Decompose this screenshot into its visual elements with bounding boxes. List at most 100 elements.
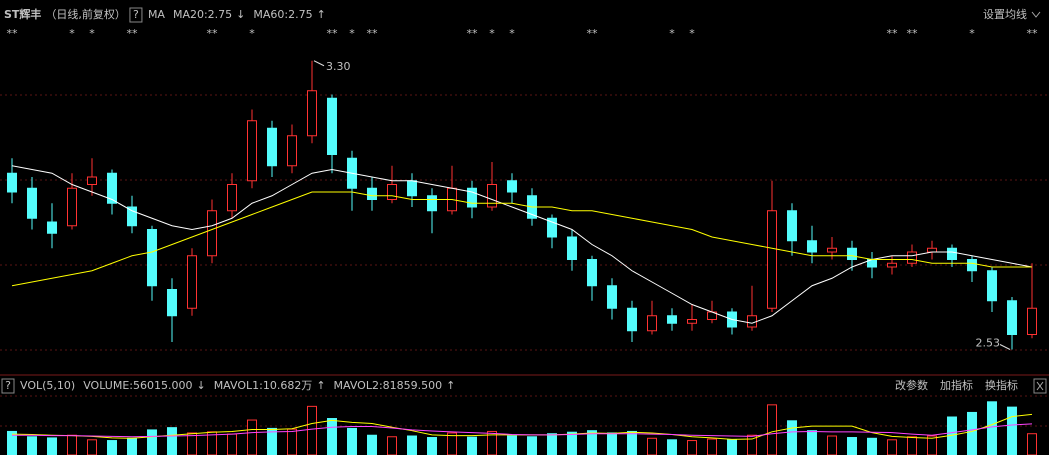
candle-body <box>947 247 957 260</box>
volume-bar <box>867 437 877 455</box>
volume-bar <box>547 433 557 455</box>
help-button[interactable]: ? <box>5 379 11 392</box>
candle-body <box>847 247 857 260</box>
event-flag[interactable]: * <box>969 27 975 40</box>
candle-body <box>667 315 677 324</box>
stock-name: ST辉丰 <box>4 7 41 21</box>
volume-bar <box>567 431 577 455</box>
help-button[interactable]: ? <box>133 8 139 21</box>
candle-body <box>967 259 977 272</box>
legend-trend: ↑ <box>316 379 325 392</box>
volume-bar <box>187 432 197 455</box>
volume-bar <box>707 438 717 455</box>
indicator-button[interactable]: 改参数 <box>895 378 928 392</box>
candle-body <box>807 240 817 253</box>
legend-entry: MA20:2.75 <box>173 8 232 21</box>
volume-bar <box>7 430 17 455</box>
legend-trend: ↓ <box>196 379 205 392</box>
candle-body <box>627 307 637 332</box>
candle-body <box>567 236 577 260</box>
close-icon[interactable] <box>1036 381 1044 391</box>
high-annotation: 3.30 <box>326 60 351 73</box>
help-box[interactable] <box>1 378 15 394</box>
event-flag[interactable]: ** <box>127 27 139 40</box>
volume-bar <box>967 411 977 455</box>
help-box[interactable] <box>129 7 143 23</box>
event-flag[interactable]: ** <box>907 27 919 40</box>
candle-body <box>767 210 777 309</box>
candle-body <box>47 221 57 234</box>
volume-bar <box>127 437 137 455</box>
event-flag[interactable]: * <box>489 27 495 40</box>
volume-bar <box>1027 433 1037 455</box>
volume-bar <box>107 440 117 455</box>
event-flag[interactable]: ** <box>7 27 19 40</box>
volume-bar <box>47 437 57 455</box>
volume-bar <box>907 436 917 455</box>
volume-bar <box>27 436 37 455</box>
candle-body <box>607 285 617 309</box>
candle-body <box>67 187 77 227</box>
event-flag[interactable]: * <box>509 27 515 40</box>
candle-body <box>147 229 157 287</box>
annotation-arrow <box>313 60 325 67</box>
volume-bar <box>287 428 297 455</box>
close-box[interactable] <box>1033 378 1047 394</box>
event-flag[interactable]: ** <box>367 27 379 40</box>
candle-body <box>87 176 97 185</box>
candle-body <box>187 255 197 309</box>
event-flag[interactable]: ** <box>1027 27 1039 40</box>
volume-bar <box>667 439 677 455</box>
chart-subtitle: （日线,前复权） <box>45 7 126 21</box>
candle-body <box>907 251 917 264</box>
event-flag[interactable]: * <box>249 27 255 40</box>
candle-body <box>747 315 757 328</box>
event-flag[interactable]: ** <box>327 27 339 40</box>
event-flag[interactable]: * <box>689 27 695 40</box>
volume-bar <box>807 430 817 455</box>
legend-entry: MAVOL1:10.682万 <box>214 379 313 392</box>
candle-body <box>107 172 117 204</box>
candle-body <box>267 127 277 167</box>
volume-bar <box>927 435 937 455</box>
event-flag[interactable]: ** <box>467 27 479 40</box>
volume-bar <box>247 419 257 455</box>
indicator-name: VOL(5,10) <box>20 379 75 392</box>
settings-button[interactable]: 设置均线 <box>983 7 1027 21</box>
candle-body <box>587 259 597 287</box>
candle-body <box>827 247 837 253</box>
event-flag[interactable]: * <box>349 27 355 40</box>
annotation-arrow <box>999 344 1011 350</box>
volume-bar <box>327 418 337 455</box>
legend-trend: ↑ <box>317 8 326 21</box>
volume-bar <box>467 436 477 455</box>
event-flag[interactable]: * <box>89 27 95 40</box>
candle-body <box>307 90 317 137</box>
event-flag[interactable]: ** <box>887 27 899 40</box>
candle-body <box>127 206 137 227</box>
candle-body <box>207 210 217 257</box>
volume-bar <box>87 439 97 455</box>
volume-bar <box>407 435 417 455</box>
volume-bar <box>787 420 797 455</box>
indicator-button[interactable]: 换指标 <box>985 378 1018 392</box>
indicator-name: MA <box>148 8 165 21</box>
candle-body <box>1027 307 1037 335</box>
volume-bar <box>487 430 497 455</box>
volume-bar <box>167 427 177 455</box>
volume-bar <box>727 439 737 455</box>
indicator-button[interactable]: 加指标 <box>940 378 973 392</box>
event-flag[interactable]: * <box>69 27 75 40</box>
candle-body <box>647 315 657 332</box>
event-flag[interactable]: ** <box>587 27 599 40</box>
volume-bar <box>987 401 997 455</box>
settings-caret[interactable] <box>1031 11 1041 18</box>
event-flag[interactable]: * <box>669 27 675 40</box>
mavol-line <box>12 423 1033 438</box>
volume-bar <box>847 437 857 455</box>
candle-body <box>487 184 497 208</box>
event-flag[interactable]: ** <box>207 27 219 40</box>
candle-body <box>547 217 557 238</box>
candle-body <box>927 247 937 253</box>
